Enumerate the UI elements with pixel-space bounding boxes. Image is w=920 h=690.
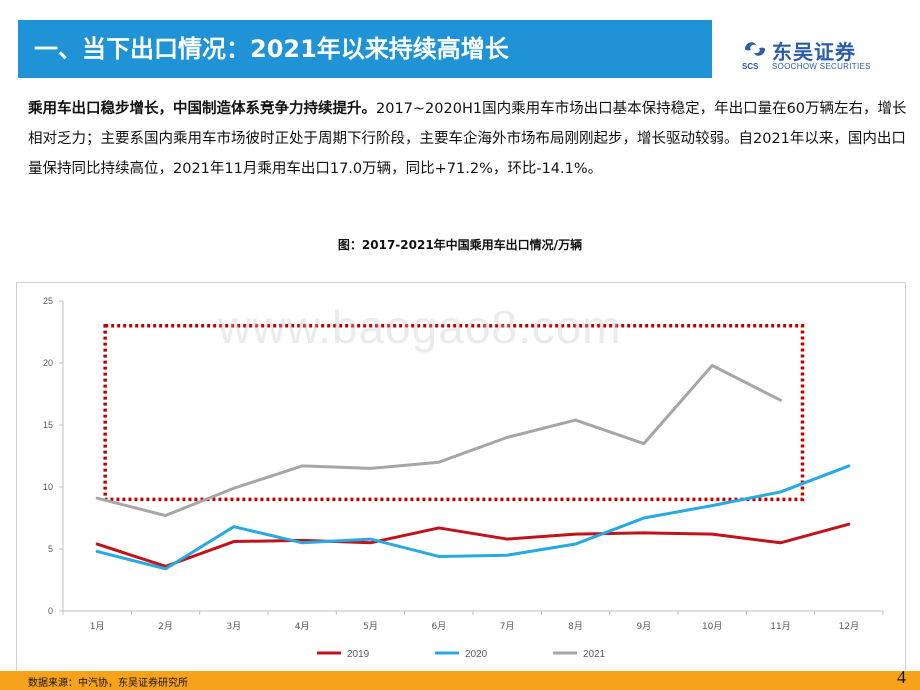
x-tick-label: 5月: [363, 621, 378, 632]
y-tick-label: 0: [48, 606, 53, 616]
page-title: 一、当下出口情况：2021年以来持续高增长: [18, 20, 712, 78]
body-paragraph: 乘用车出口稳步增长，中国制造体系竞争力持续提升。2017~2020H1国内乘用车…: [28, 94, 908, 184]
highlight-box: [103, 324, 805, 502]
figure-title: 图：2017-2021年中国乘用车出口情况/万辆: [337, 238, 583, 252]
watermark: www.baogao8.com: [218, 301, 622, 353]
x-tick-label: 10月: [702, 621, 722, 632]
x-tick-label: 4月: [295, 621, 310, 632]
legend-label-2019: 2019: [347, 649, 370, 660]
x-tick-label: 6月: [431, 621, 446, 632]
logo-mark-icon: [745, 42, 765, 56]
logo-name-en: SOOCHOW SECURITIES: [772, 62, 871, 71]
legend-label-2020: 2020: [465, 649, 488, 660]
y-tick-label: 15: [43, 420, 53, 430]
x-tick-label: 2月: [158, 621, 173, 632]
y-tick-label: 25: [43, 296, 53, 306]
footer-bar: 数据来源：中汽协，东吴证券研究所 4: [0, 667, 920, 690]
logo-name-cn: 东吴证券: [772, 40, 856, 64]
company-logo: 东吴证券 SCS SOOCHOW SECURITIES: [742, 36, 882, 76]
series-line-2019: [95, 522, 851, 568]
series-line-2021: [95, 363, 782, 518]
y-tick-label: 5: [48, 544, 53, 554]
chart-frame: 0 5 10 15 20 25 1月 2月 3月 4月 5月 6月 7月 8月 9月 10月 11月 12月 201…: [16, 282, 906, 672]
page-number: 4: [897, 667, 906, 687]
x-tick-label: 1月: [90, 621, 105, 632]
x-tick-label: 9月: [636, 621, 651, 632]
legend-label-2021: 2021: [583, 649, 606, 660]
x-tick-label: 11月: [770, 621, 790, 632]
y-tick-label: 20: [43, 358, 53, 368]
series-line-2020: [95, 464, 851, 571]
y-tick-label: 10: [43, 482, 53, 492]
x-tick-label: 8月: [568, 621, 583, 632]
logo-abbr: SCS: [742, 62, 759, 71]
body-lead: 乘用车出口稳步增长，中国制造体系竞争力持续提升。: [28, 101, 376, 117]
data-source: 数据来源：中汽协，东吴证券研究所: [28, 678, 188, 689]
x-tick-label: 3月: [226, 621, 241, 632]
export-line-chart: 0 5 10 15 20 25 1月 2月 3月 4月 5月 6月 7月 8月 9月 10月 11月 12月 201…: [43, 296, 884, 660]
body-detail: 2017~2020H1国内乘用车市场出口基本保持稳定，年出口量在60万辆左右，增…: [28, 101, 907, 177]
x-tick-label: 12月: [839, 621, 859, 632]
x-tick-label: 7月: [500, 621, 515, 632]
